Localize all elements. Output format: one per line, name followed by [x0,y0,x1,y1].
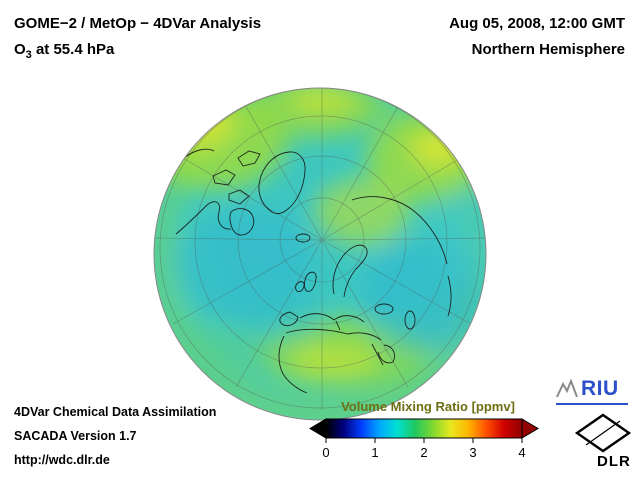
colorbar: 0 1 2 3 4 [309,418,539,460]
riu-text: RIU [581,377,619,400]
coastlines [175,148,452,394]
datetime-label: Aug 05, 2008, 12:00 GMT [449,15,625,32]
tick-label-2: 2 [420,445,427,460]
tick-label-1: 1 [371,445,378,460]
tick-label-0: 0 [322,445,329,460]
plot-title-line2: O3 at 55.4 hPa [14,37,261,68]
plot-title-block: GOME−2 / MetOp − 4DVar Analysis O3 at 55… [14,11,261,68]
riu-underline [556,403,628,405]
dlr-logo-icon [574,413,632,453]
tick-label-3: 3 [469,445,476,460]
species-subscript: 3 [25,49,32,61]
colorbar-tick-labels: 0 1 2 3 4 [322,445,525,460]
riu-mountain-icon [556,379,578,398]
dlr-text: DLR [597,453,631,470]
riu-logo: RIU [556,377,619,400]
assimilation-label: 4DVar Chemical Data Assimilation [14,405,217,419]
footer-info: 4DVar Chemical Data Assimilation SACADA … [14,400,216,472]
globe-outline [153,87,487,421]
tick-label-4: 4 [518,445,525,460]
pressure-level: at 55.4 hPa [31,41,115,58]
colorbar-gradient-bar [325,418,523,439]
graticule [154,88,486,410]
url-label: http://wdc.dlr.de [14,453,110,467]
colorbar-title: Volume Mixing Ratio [ppmv] [341,399,515,414]
version-label: SACADA Version 1.7 [14,429,137,443]
species-symbol: O [14,41,26,58]
hemisphere-label: Northern Hemisphere [471,41,625,58]
plot-title-line1: GOME−2 / MetOp − 4DVar Analysis [14,15,262,32]
colorbar-ticks [325,438,523,443]
colorbar-arrow-right [521,418,539,439]
plot-datetime-block: Aug 05, 2008, 12:00 GMT Northern Hemisph… [449,11,625,63]
colorbar-arrow-left [309,418,327,439]
